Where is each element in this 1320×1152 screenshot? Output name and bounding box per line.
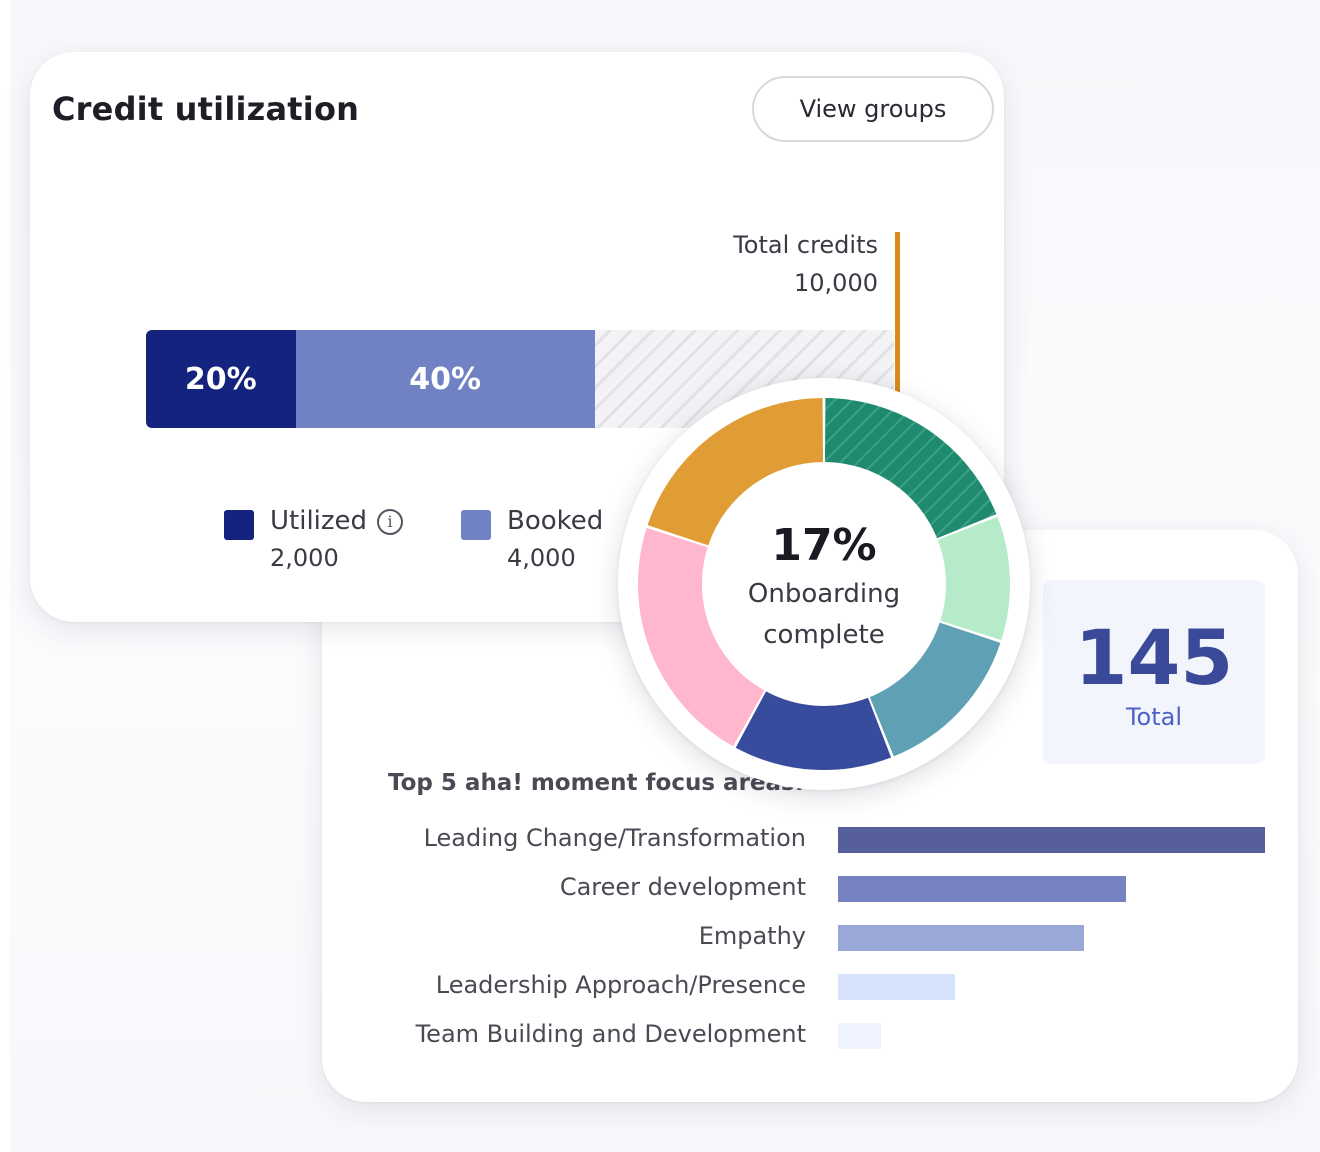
legend-value-booked: 4,000 (507, 544, 576, 572)
focus-row: Empathy (360, 920, 1266, 954)
total-credits-value: 10,000 (794, 269, 878, 297)
booked-segment: 40% (295, 330, 595, 428)
donut-slice (638, 527, 765, 747)
total-credits-marker (895, 232, 900, 400)
focus-areas-title: Top 5 aha! moment focus areas: (388, 770, 804, 796)
utilized-segment-label: 20% (184, 361, 257, 397)
focus-bar (838, 827, 1265, 853)
total-box: 145 Total (1043, 580, 1265, 764)
legend-swatch-booked (461, 510, 491, 540)
donut-slice (647, 398, 824, 546)
focus-row: Leadership Approach/Presence (360, 969, 1266, 1003)
info-icon[interactable]: i (377, 509, 404, 535)
total-count: 145 (1074, 613, 1234, 702)
focus-label: Team Building and Development (415, 1020, 806, 1048)
onboarding-label-line1: Onboarding (747, 579, 901, 609)
view-groups-button[interactable]: View groups (752, 76, 994, 142)
legend-swatch-utilized (224, 510, 254, 540)
focus-label: Career development (559, 873, 806, 901)
focus-label: Leadership Approach/Presence (435, 971, 806, 999)
donut-slice (869, 622, 1001, 757)
total-credits-label: Total credits 10,000 (733, 226, 878, 302)
onboarding-percent: 17% (771, 520, 877, 571)
utilized-segment: 20% (146, 330, 296, 428)
total-count-label: Total (1125, 703, 1183, 731)
credit-stacked-bar: 20% 40% (146, 330, 894, 428)
donut-slice (735, 691, 892, 770)
donut-slice (937, 516, 1010, 641)
total-credits-title: Total credits (733, 231, 878, 259)
focus-label: Empathy (698, 922, 806, 950)
focus-bar (838, 1023, 882, 1049)
legend-utilized-text: Utilized (270, 506, 368, 536)
onboarding-donut: 17% Onboarding complete (618, 378, 1030, 790)
focus-row: Team Building and Development (360, 1018, 1266, 1052)
donut-slice (824, 398, 997, 539)
legend-label-utilized: Utilized i (270, 506, 404, 536)
credit-utilization-title: Credit utilization (52, 90, 360, 128)
booked-segment-label: 40% (409, 361, 482, 397)
focus-bar (838, 974, 955, 1000)
legend-label-booked: Booked (507, 506, 604, 536)
focus-row: Leading Change/Transformation (360, 822, 1266, 856)
donut-chart (638, 398, 1010, 770)
focus-row: Career development (360, 871, 1266, 905)
onboarding-label-line2: complete (763, 620, 885, 650)
legend-value-utilized: 2,000 (270, 544, 339, 572)
donut-center: 17% Onboarding complete (724, 518, 924, 656)
focus-label: Leading Change/Transformation (423, 824, 806, 852)
focus-bar (838, 925, 1085, 951)
focus-bar (838, 876, 1127, 902)
